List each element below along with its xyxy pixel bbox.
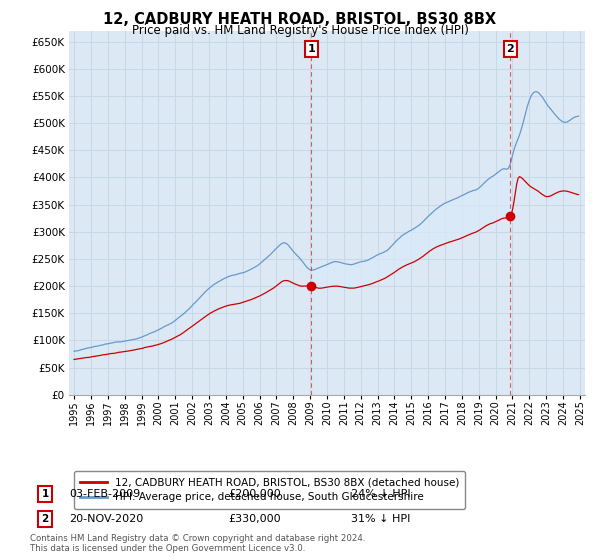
Text: 12, CADBURY HEATH ROAD, BRISTOL, BS30 8BX: 12, CADBURY HEATH ROAD, BRISTOL, BS30 8B… [103,12,497,27]
Text: 2: 2 [41,514,49,524]
Text: Contains HM Land Registry data © Crown copyright and database right 2024.
This d: Contains HM Land Registry data © Crown c… [30,534,365,553]
Text: £200,000: £200,000 [228,489,281,499]
Text: 1: 1 [41,489,49,499]
Text: 1: 1 [308,44,316,54]
Text: Price paid vs. HM Land Registry's House Price Index (HPI): Price paid vs. HM Land Registry's House … [131,24,469,36]
Text: 03-FEB-2009: 03-FEB-2009 [69,489,140,499]
Legend: 12, CADBURY HEATH ROAD, BRISTOL, BS30 8BX (detached house), HPI: Average price, : 12, CADBURY HEATH ROAD, BRISTOL, BS30 8B… [74,471,466,508]
Text: 2: 2 [506,44,514,54]
Text: 20-NOV-2020: 20-NOV-2020 [69,514,143,524]
Text: 31% ↓ HPI: 31% ↓ HPI [351,514,410,524]
Text: 24% ↓ HPI: 24% ↓ HPI [351,489,410,499]
Text: £330,000: £330,000 [228,514,281,524]
